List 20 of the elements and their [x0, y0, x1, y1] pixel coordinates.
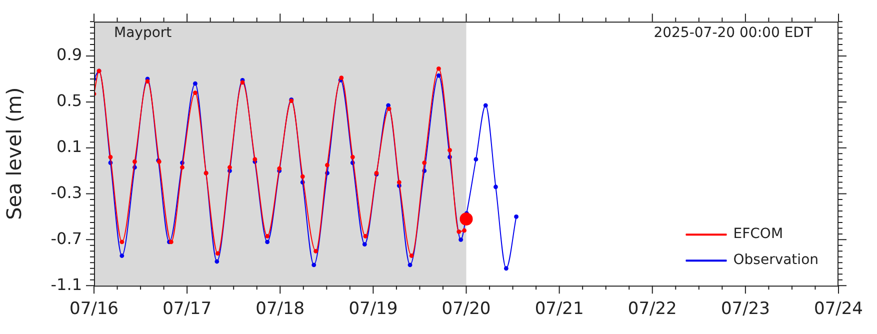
- legend-label: EFCOM: [733, 226, 784, 242]
- x-tick-label: 07/16: [70, 299, 118, 320]
- x-tick-label: 07/19: [348, 299, 398, 320]
- y-tick-label: 0.1: [56, 137, 82, 156]
- legend-label: Observation: [733, 252, 819, 268]
- y-tick-label: 0.9: [56, 45, 82, 64]
- y-tick-label: 0.5: [56, 91, 82, 110]
- annotation: Mayport: [114, 25, 172, 42]
- x-tick-label: 07/20: [442, 299, 491, 320]
- y-tick-label: -0.3: [50, 182, 82, 202]
- y-tick-label: -1.1: [50, 274, 82, 294]
- x-tick-label: 07/17: [162, 299, 212, 320]
- x-tick-label: 07/24: [814, 299, 864, 320]
- x-tick-label: 07/22: [628, 299, 677, 320]
- x-tick-label: 07/21: [534, 299, 584, 320]
- x-tick-label: 07/18: [256, 299, 305, 320]
- y-tick-label: -0.7: [50, 228, 82, 248]
- annotation: 2025-07-20 00:00 EDT: [654, 25, 813, 42]
- x-tick-label: 07/23: [720, 299, 770, 320]
- y-axis-title: Sea level (m): [2, 87, 26, 220]
